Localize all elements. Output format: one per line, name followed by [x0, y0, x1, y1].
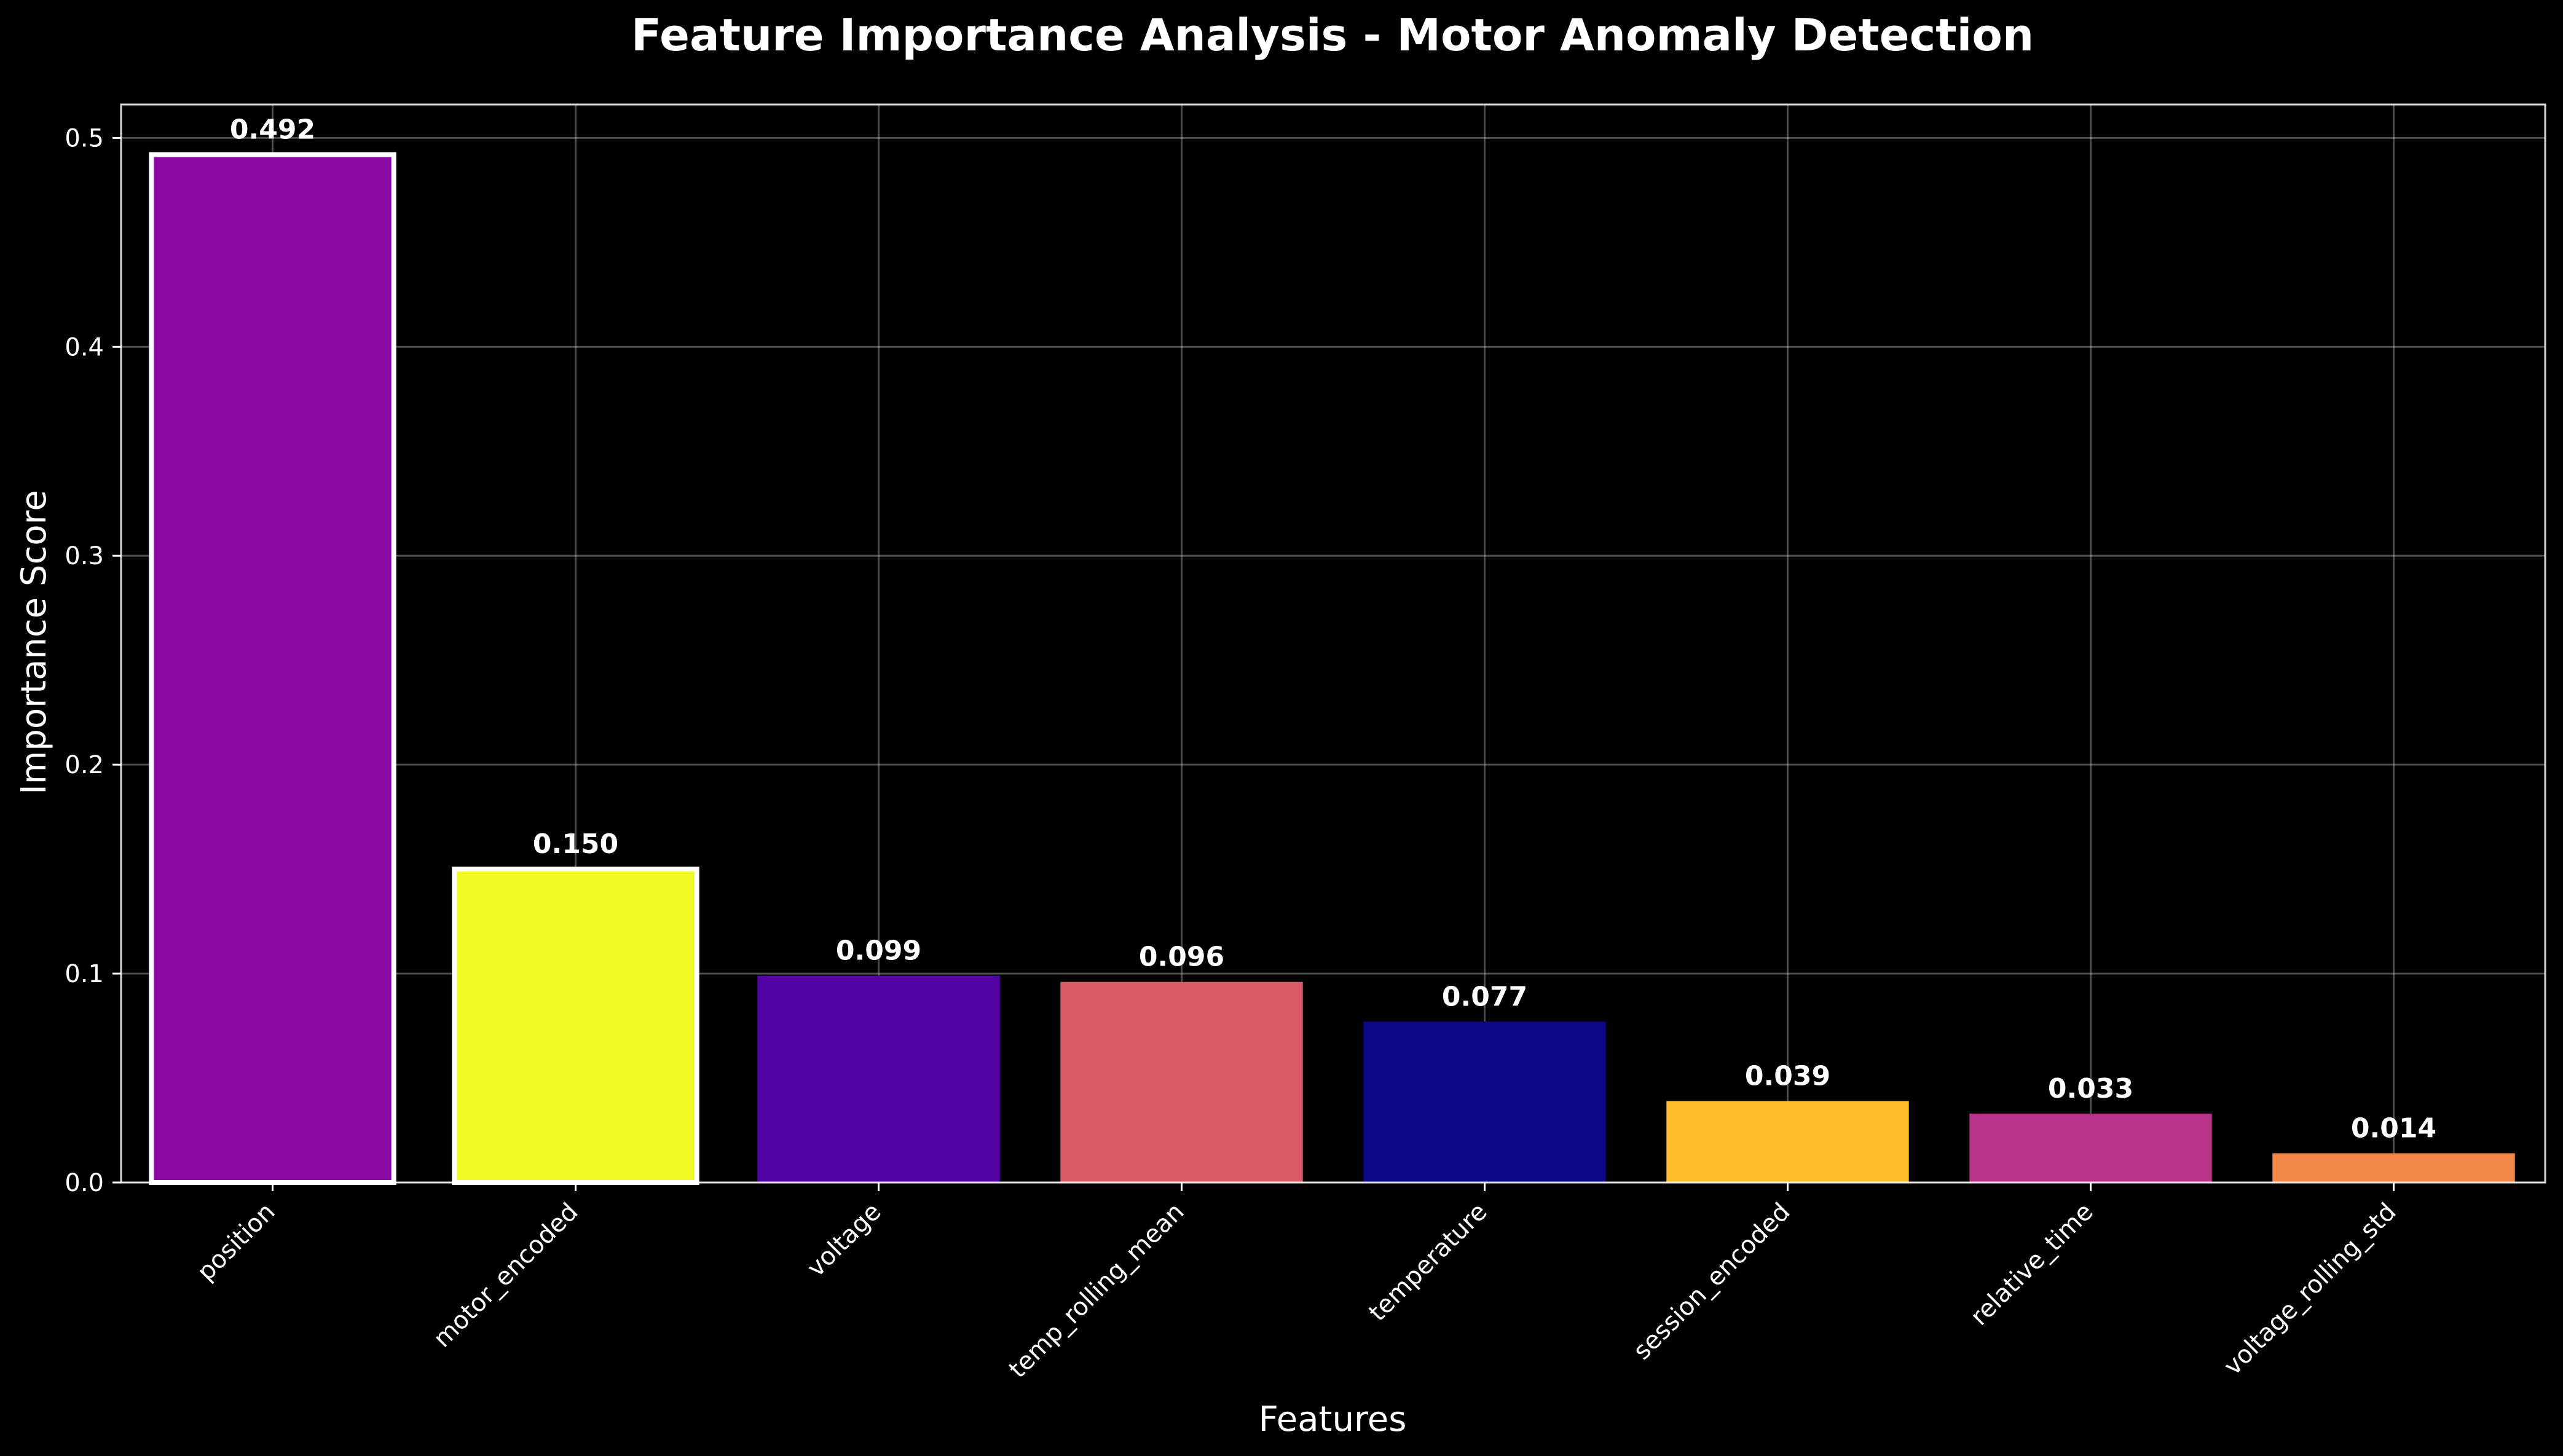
- bar-voltage: [757, 975, 1000, 1183]
- bar-relative-time: [1969, 1113, 2212, 1183]
- value-label: 0.096: [1139, 942, 1224, 973]
- x-tick-label: session_encoded: [1628, 1198, 1796, 1366]
- value-label: 0.150: [533, 828, 618, 860]
- x-axis-label: Features: [1259, 1399, 1407, 1439]
- y-tick-label: 0.1: [65, 960, 104, 988]
- value-label: 0.033: [2048, 1073, 2133, 1104]
- plot-frame: [120, 103, 2546, 1184]
- bar-temperature: [1363, 1021, 1606, 1183]
- y-tick-label: 0.5: [65, 124, 104, 152]
- y-tick-label: 0.2: [65, 751, 104, 779]
- value-label: 0.039: [1745, 1060, 1830, 1092]
- y-tick-label: 0.3: [65, 542, 104, 570]
- x-axis-ticks: position motor_encoded voltage temp_rolling…: [192, 1183, 2402, 1383]
- x-tick-label: relative_time: [1965, 1198, 2098, 1331]
- value-labels: 0.492 0.150 0.099 0.096 0.077 0.039 0.033 0.014: [230, 114, 2436, 1144]
- bars: [149, 152, 2515, 1186]
- value-label: 0.077: [1442, 981, 1527, 1012]
- x-tick-label: temperature: [1363, 1198, 1492, 1327]
- x-tick-label: position: [192, 1198, 281, 1287]
- chart-title: Feature Importance Analysis - Motor Anom…: [631, 9, 2034, 61]
- y-tick-label: 0.4: [65, 333, 104, 361]
- x-tick-label: voltage: [801, 1198, 886, 1283]
- y-tick-label: 0.0: [65, 1169, 104, 1197]
- x-tick-label: temp_rolling_mean: [1004, 1198, 1190, 1384]
- grid: [121, 104, 2545, 1184]
- bar-voltage-rolling-std: [2272, 1153, 2515, 1183]
- bar-session-encoded: [1666, 1101, 1909, 1183]
- x-tick-label: voltage_rolling_std: [2219, 1198, 2402, 1381]
- bar-position: [149, 152, 396, 1185]
- bar-motor-encoded: [452, 867, 699, 1186]
- value-label: 0.492: [230, 114, 315, 146]
- bar-temp-rolling-mean: [1060, 982, 1303, 1183]
- y-axis-ticks: 0.0 0.1 0.2 0.3 0.4 0.5: [65, 124, 121, 1197]
- value-label: 0.099: [836, 935, 921, 966]
- y-axis-label: Importance Score: [14, 490, 54, 795]
- x-tick-label: motor_encoded: [428, 1198, 584, 1353]
- value-label: 0.014: [2351, 1112, 2436, 1144]
